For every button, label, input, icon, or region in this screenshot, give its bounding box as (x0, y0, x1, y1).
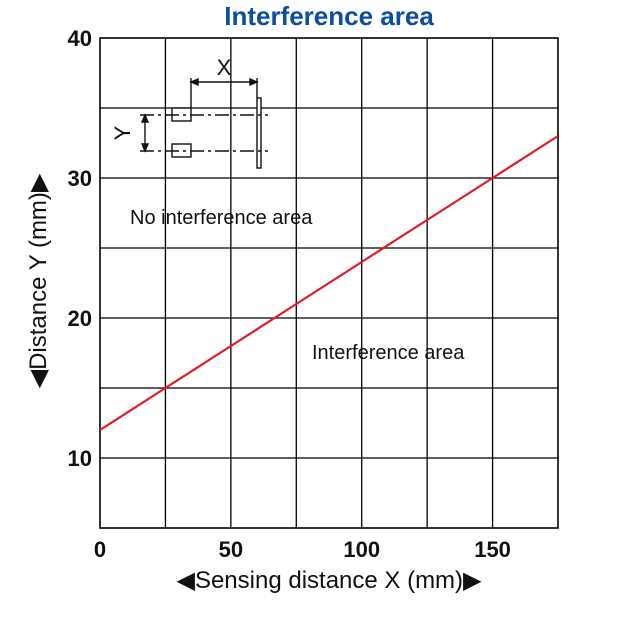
y-arrow-bottom (140, 143, 150, 153)
inset-y-label: Y (110, 125, 135, 140)
no-interference-label: No interference area (130, 207, 313, 229)
sensor-arrangement-diagram (140, 77, 268, 169)
y-tick-label: 20 (68, 306, 92, 331)
x-arrow-left (189, 77, 199, 87)
inset-x-label: X (217, 55, 232, 80)
x-tick-label: 50 (219, 537, 243, 562)
y-arrow-top (140, 113, 150, 123)
x-tick-label: 150 (474, 537, 511, 562)
x-axis-label: ◀Sensing distance X (mm)▶ (176, 567, 482, 594)
interference-label: Interference area (312, 342, 465, 364)
tick-labels: 0 50 100 150 10 20 30 40 (68, 26, 511, 562)
y-tick-label: 10 (68, 446, 92, 471)
x-tick-label: 100 (343, 537, 380, 562)
target-plate (256, 97, 262, 169)
x-tick-label: 0 (94, 537, 106, 562)
y-tick-label: 30 (68, 166, 92, 191)
chart-title: Interference area (224, 1, 434, 31)
series-layer (99, 135, 559, 431)
plot-frame (99, 37, 559, 529)
y-tick-label: 40 (68, 26, 92, 51)
boundary-line (99, 135, 559, 431)
y-axis-label: ◀Distance Y (mm)▶ (25, 173, 52, 388)
x-arrow-right (249, 77, 259, 87)
